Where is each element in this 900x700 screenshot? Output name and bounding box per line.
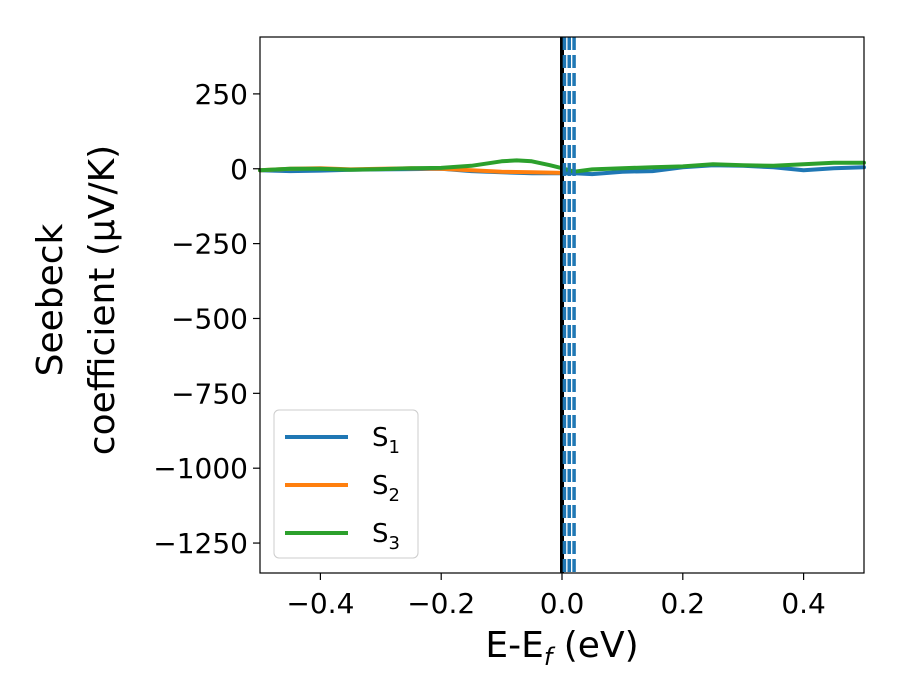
y-axis-title-line1: Seebeck xyxy=(30,223,71,376)
x-tick-label: −0.4 xyxy=(286,587,354,620)
x-axis-title: E-Ef (eV) xyxy=(485,625,638,671)
y-tick-label: −750 xyxy=(171,377,248,410)
legend-label-s3: S3 xyxy=(372,519,400,554)
y-tick-label: −250 xyxy=(171,228,248,261)
vline-layer xyxy=(560,37,576,573)
series-line-s3 xyxy=(258,158,866,174)
y-tick-label: 0 xyxy=(230,153,248,186)
y-tick-label: −1000 xyxy=(153,452,248,485)
y-axis-title-line2: coefficient (μV/K) xyxy=(82,145,123,455)
x-tick-label: 0.0 xyxy=(540,587,585,620)
y-tick-label: −500 xyxy=(171,302,248,335)
y-tick-label: 250 xyxy=(195,78,248,111)
x-tick-label: −0.2 xyxy=(407,587,475,620)
x-ticks: −0.4 −0.2 0.0 0.2 0.4 xyxy=(286,573,826,620)
legend: S1 S2 S3 xyxy=(273,409,419,559)
legend-label-s2: S2 xyxy=(372,471,400,506)
y-ticks: 250 0 −250 −500 −750 −1000 −1250 xyxy=(153,78,260,560)
x-tick-label: 0.4 xyxy=(781,587,826,620)
legend-label-s1: S1 xyxy=(372,423,400,458)
y-tick-label: −1250 xyxy=(153,527,248,560)
x-tick-label: 0.2 xyxy=(661,587,706,620)
y-axis-title: Seebeck coefficient (μV/K) xyxy=(30,145,123,455)
